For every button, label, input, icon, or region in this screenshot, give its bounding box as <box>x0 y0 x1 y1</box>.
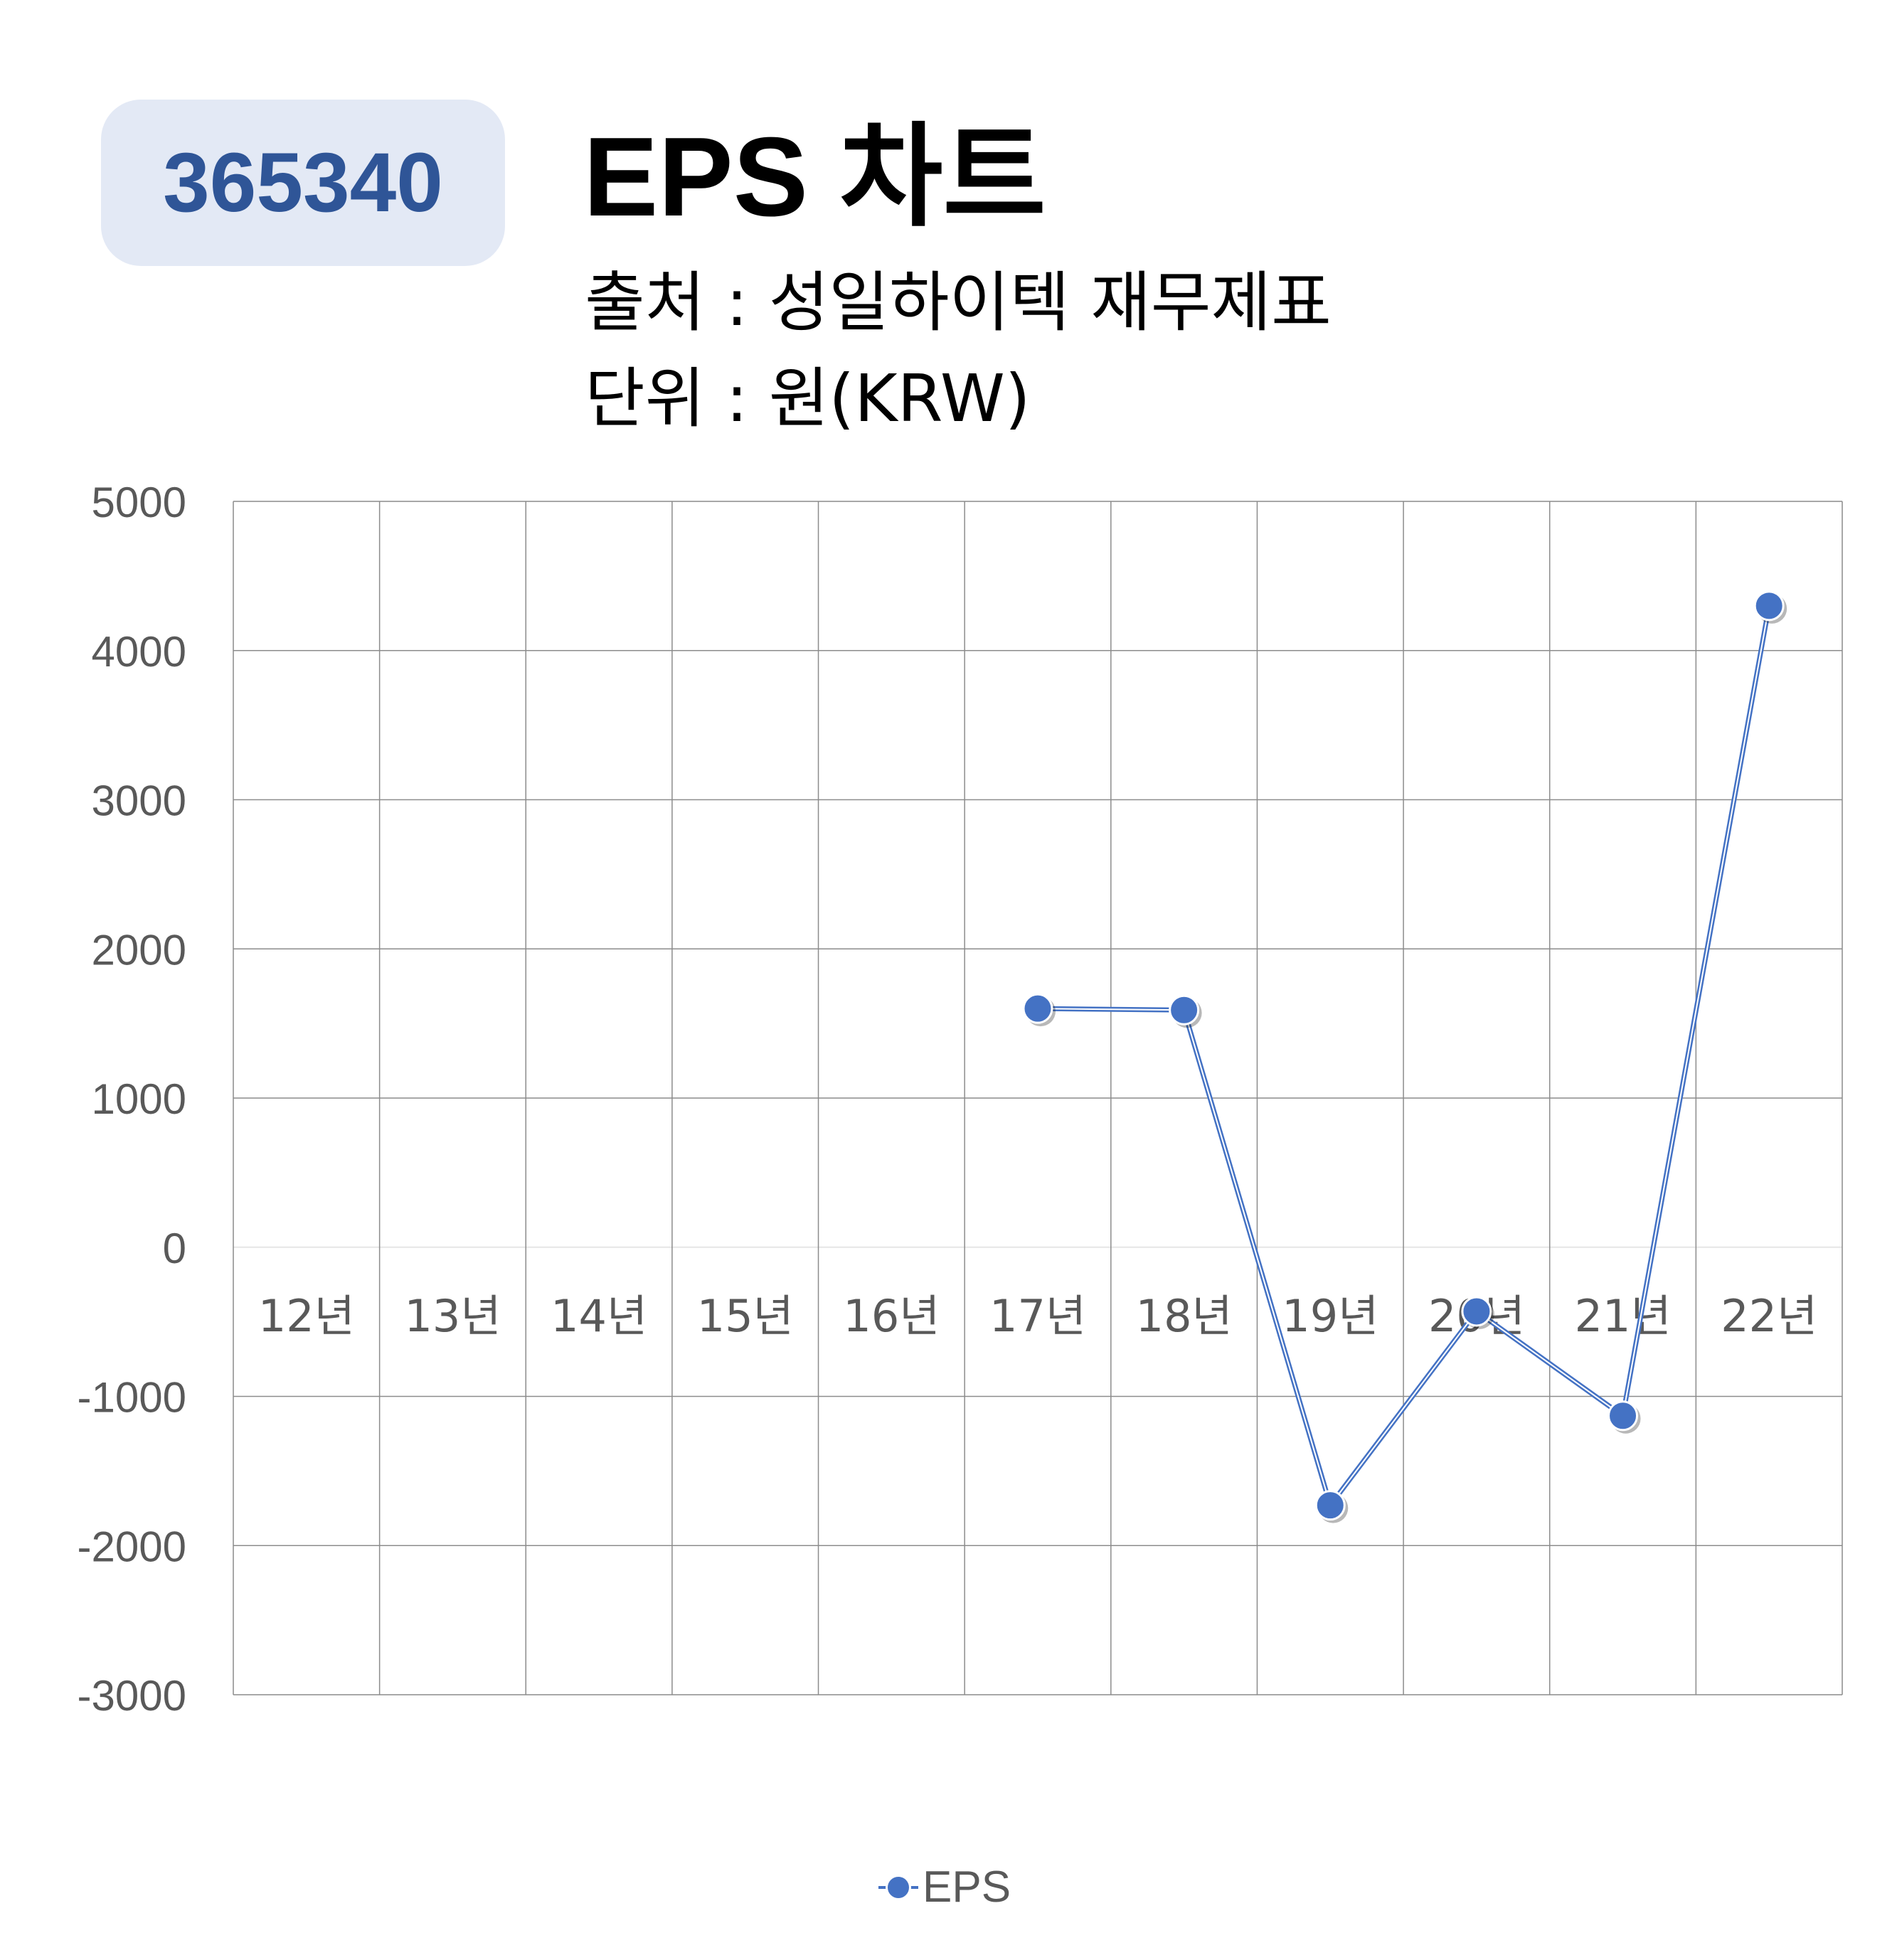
x-tick-label: 16년 <box>843 1290 940 1342</box>
y-tick-label: 2000 <box>92 926 186 974</box>
stock-code: 365340 <box>163 136 443 230</box>
y-tick-label: -3000 <box>78 1672 186 1720</box>
chart-source: 출처 : 성일하이텍 재무제표 <box>585 265 1332 341</box>
chart-title: EPS 차트 <box>583 114 1046 240</box>
y-tick-label: -2000 <box>78 1523 186 1570</box>
stock-code-badge: 365340 <box>101 100 505 266</box>
legend-marker <box>878 1873 918 1902</box>
y-tick-label: 4000 <box>92 628 186 676</box>
x-tick-label: 12년 <box>258 1290 355 1342</box>
data-point <box>1753 590 1785 622</box>
x-tick-label: 19년 <box>1282 1290 1378 1342</box>
x-tick-label: 21년 <box>1575 1290 1672 1342</box>
x-tick-label: 13년 <box>404 1290 501 1342</box>
y-tick-label: -1000 <box>78 1374 186 1422</box>
data-point <box>1169 994 1200 1026</box>
x-tick-label: 18년 <box>1136 1290 1233 1342</box>
x-tick-label: 15년 <box>697 1290 794 1342</box>
chart-unit: 단위 : 원(KRW) <box>585 361 1031 437</box>
x-tick-label: 22년 <box>1721 1290 1817 1342</box>
series-line-highlight <box>1037 605 1770 1506</box>
data-point <box>1022 993 1053 1024</box>
data-point <box>1461 1296 1492 1327</box>
y-tick-label: 5000 <box>92 479 186 526</box>
x-tick-label: 14년 <box>551 1290 647 1342</box>
y-tick-label: 0 <box>163 1225 186 1272</box>
legend-label: EPS <box>923 1863 1011 1912</box>
data-point <box>1608 1400 1639 1432</box>
x-tick-label: 17년 <box>989 1290 1086 1342</box>
legend: EPS <box>878 1862 1011 1912</box>
data-point <box>1314 1490 1346 1521</box>
y-tick-label: 3000 <box>92 777 186 825</box>
y-tick-label: 1000 <box>92 1075 186 1123</box>
